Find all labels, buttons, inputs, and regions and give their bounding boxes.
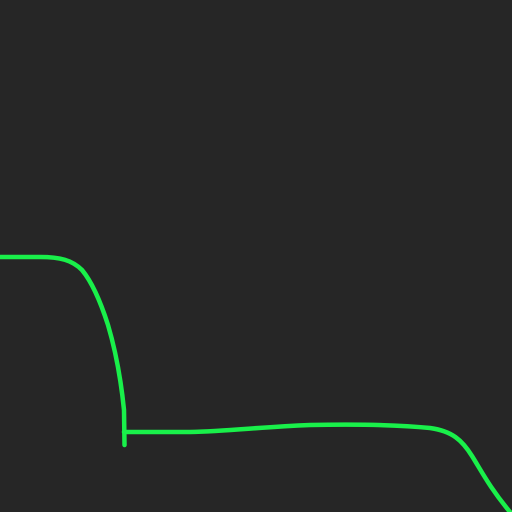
stroke-right xyxy=(121,422,512,512)
stroke-left xyxy=(0,254,127,448)
